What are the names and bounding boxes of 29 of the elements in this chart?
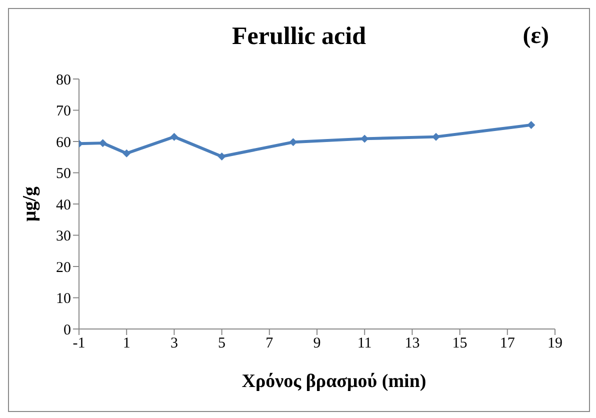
x-tick-label: 3 [170, 336, 178, 352]
point [218, 152, 226, 160]
y-tick-label: 50 [56, 166, 71, 182]
x-tick-label: -1 [72, 336, 86, 352]
chart-title: Ferullic acid [232, 23, 366, 50]
y-tick-label: 0 [64, 322, 71, 338]
x-tick-label: 5 [218, 336, 226, 352]
y-tick-label: 10 [56, 291, 71, 308]
x-tick-label: 19 [548, 336, 562, 352]
y-tick-label: 60 [56, 134, 71, 151]
point [170, 132, 178, 141]
point [527, 120, 536, 129]
x-tick-label: 15 [452, 336, 468, 352]
y-tick-label: 40 [56, 197, 71, 214]
point [432, 132, 440, 141]
y-tick-label: 30 [56, 228, 71, 245]
y-tick-label: 70 [56, 104, 71, 120]
x-axis-title: Χρόνος βρασμού (min) [240, 371, 428, 393]
x-tick-label: 1 [122, 336, 130, 352]
y-axis-title: μg/g [20, 186, 41, 222]
point [122, 149, 131, 158]
x-tick-label: 13 [404, 336, 420, 352]
x-tick-label: 17 [500, 336, 516, 352]
y-tick-label: 20 [56, 260, 71, 276]
x-tick-label: 9 [313, 336, 321, 352]
y-tick-label: 80 [56, 72, 71, 88]
x-tick-label: 11 [357, 336, 372, 352]
text: (ε) [522, 23, 549, 50]
x-tick-label: 7 [266, 336, 274, 352]
